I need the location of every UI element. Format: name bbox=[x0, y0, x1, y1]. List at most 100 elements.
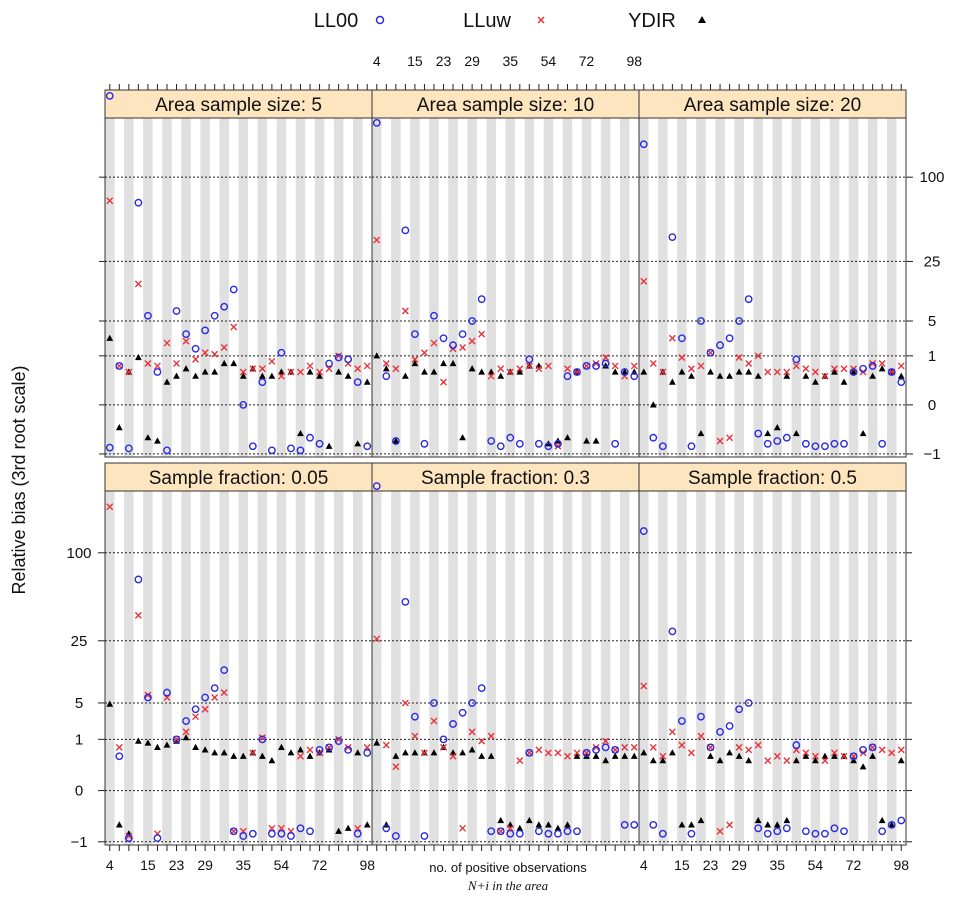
point-lluw bbox=[306, 362, 314, 370]
point-lluw bbox=[220, 344, 228, 351]
point-ll00 bbox=[277, 348, 286, 357]
point-ll00 bbox=[487, 437, 496, 445]
point-ll00 bbox=[201, 326, 210, 335]
background-stripe bbox=[772, 118, 783, 457]
point-ll00 bbox=[897, 816, 906, 825]
point-ydir bbox=[745, 757, 753, 764]
point-ydir bbox=[773, 821, 781, 828]
point-ydir bbox=[144, 434, 152, 441]
point-lluw bbox=[287, 368, 295, 376]
point-ll00 bbox=[849, 368, 858, 376]
background-stripe bbox=[257, 118, 268, 457]
panel-strip bbox=[638, 89, 907, 119]
point-ll00 bbox=[124, 444, 133, 453]
point-ll00 bbox=[868, 362, 877, 370]
point-lluw bbox=[268, 824, 276, 832]
x-axis-title-line1: no. of positive observations bbox=[429, 860, 587, 875]
point-ll00 bbox=[706, 348, 715, 357]
y-tick-label: 1 bbox=[75, 731, 83, 748]
background-stripe bbox=[639, 491, 649, 845]
point-ll00 bbox=[582, 748, 591, 757]
point-ydir bbox=[220, 749, 228, 756]
background-stripe bbox=[276, 491, 287, 845]
point-lluw bbox=[668, 728, 676, 736]
point-ll00 bbox=[210, 311, 219, 320]
point-ydir bbox=[297, 746, 304, 753]
point-ll00 bbox=[754, 429, 763, 438]
point-ll00 bbox=[449, 720, 457, 728]
point-lluw bbox=[754, 741, 762, 749]
point-lluw bbox=[268, 357, 276, 365]
point-ll00 bbox=[716, 728, 724, 736]
point-ydir bbox=[726, 749, 733, 756]
x-tick-label: 4 bbox=[373, 53, 381, 69]
point-ydir bbox=[878, 816, 886, 824]
point-lluw bbox=[430, 339, 438, 347]
point-ll00 bbox=[630, 372, 639, 381]
point-lluw bbox=[401, 307, 409, 315]
point-ydir bbox=[812, 378, 819, 385]
point-lluw bbox=[516, 365, 524, 373]
background-stripe bbox=[200, 491, 210, 845]
point-ll00 bbox=[725, 334, 734, 343]
point-ll00 bbox=[411, 712, 419, 721]
point-lluw bbox=[687, 749, 695, 757]
point-ll00 bbox=[363, 442, 372, 451]
background-stripe bbox=[219, 491, 229, 845]
point-lluw bbox=[735, 354, 743, 362]
legend-symbol-ydir bbox=[698, 16, 706, 23]
point-lluw bbox=[201, 705, 209, 713]
point-lluw bbox=[802, 749, 810, 757]
point-ll00 bbox=[468, 699, 477, 707]
point-lluw bbox=[830, 749, 838, 757]
background-stripe bbox=[696, 491, 706, 845]
point-lluw bbox=[754, 352, 762, 360]
point-ydir bbox=[716, 757, 724, 764]
background-stripe bbox=[619, 118, 630, 457]
point-lluw bbox=[840, 365, 848, 373]
point-ll00 bbox=[420, 832, 429, 840]
point-ydir bbox=[401, 749, 409, 756]
point-lluw bbox=[335, 352, 343, 360]
point-ydir bbox=[363, 378, 371, 385]
background-stripe bbox=[848, 491, 859, 845]
point-ydir bbox=[106, 700, 114, 707]
point-ydir bbox=[640, 749, 648, 756]
point-ll00 bbox=[763, 829, 772, 838]
point-ydir bbox=[182, 365, 190, 372]
point-lluw bbox=[563, 752, 571, 760]
point-ll00 bbox=[821, 442, 829, 451]
point-ydir bbox=[668, 378, 676, 385]
background-stripe bbox=[200, 118, 210, 457]
point-lluw bbox=[249, 365, 257, 373]
panel-frame bbox=[638, 117, 907, 458]
point-ll00 bbox=[182, 717, 190, 725]
point-ydir bbox=[850, 368, 857, 375]
point-ydir bbox=[363, 821, 371, 828]
point-lluw bbox=[163, 339, 171, 347]
point-ydir bbox=[401, 372, 409, 379]
point-ll00 bbox=[258, 735, 267, 744]
background-stripe bbox=[505, 118, 516, 457]
point-ll00 bbox=[506, 433, 515, 442]
point-lluw bbox=[487, 732, 495, 740]
background-stripe bbox=[524, 118, 535, 457]
point-lluw bbox=[106, 197, 114, 205]
x-tick-label: 35 bbox=[502, 53, 518, 69]
point-ydir bbox=[697, 816, 705, 824]
point-ll00 bbox=[496, 827, 505, 836]
background-stripe bbox=[143, 118, 153, 457]
point-lluw bbox=[678, 741, 686, 749]
point-ydir bbox=[220, 359, 228, 367]
point-ll00 bbox=[697, 317, 705, 325]
point-ll00 bbox=[534, 827, 543, 836]
point-ll00 bbox=[267, 446, 276, 455]
point-ydir bbox=[630, 752, 638, 759]
x-tick-label: 15 bbox=[140, 857, 156, 873]
point-ll00 bbox=[325, 743, 333, 752]
point-ll00 bbox=[897, 378, 906, 387]
x-tick-label: 54 bbox=[808, 857, 824, 873]
point-lluw bbox=[764, 757, 772, 765]
legend-symbol-ll00 bbox=[375, 15, 385, 25]
